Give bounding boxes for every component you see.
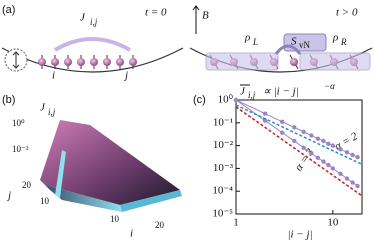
data-point	[292, 138, 297, 144]
axis-subscript: i,j	[48, 107, 56, 117]
subsystem-box	[205, 52, 279, 71]
x-tick-label: 10	[327, 217, 339, 229]
y-tick-label: 10⁻⁵	[212, 208, 233, 220]
panel-c: (c) J i,j ∝ |i − j| −α |i − j| α = 2 α =…	[193, 81, 363, 241]
data-point	[344, 150, 350, 155]
field-arrow	[192, 5, 200, 34]
title-symbol: J	[240, 86, 246, 98]
rho-subscript: R	[340, 37, 347, 47]
data-point	[350, 180, 355, 185]
y-tick-label: 10⁻³	[213, 162, 234, 174]
data-point	[309, 133, 314, 138]
y-tick-label: 10⁻²	[213, 139, 234, 151]
entropy-symbol: S	[291, 36, 297, 48]
data-point	[326, 162, 331, 168]
panel-a: (a) J i,j t = 0 i j B ρ L S vN ρ R t > 0	[1, 4, 373, 82]
data-point	[355, 154, 360, 160]
spin-arrows	[12, 51, 20, 69]
panel-label: (a)	[2, 4, 15, 16]
data-point	[330, 166, 336, 171]
surface	[40, 120, 180, 205]
time: t > 0	[336, 7, 358, 19]
fit-line	[235, 106, 363, 197]
coupling-arc	[53, 37, 132, 52]
data-point	[280, 119, 285, 125]
data-point	[344, 176, 350, 181]
data-point	[301, 145, 306, 151]
data-point	[350, 152, 355, 158]
ion	[64, 58, 72, 66]
axis-symbol: J	[40, 102, 46, 114]
y-tick-label: 10⁻⁴	[212, 185, 233, 197]
coupling-symbol: J	[80, 12, 86, 24]
ion	[116, 58, 124, 66]
panel-label: (c)	[193, 94, 206, 106]
time: t = 0	[145, 7, 167, 19]
ion-chain	[38, 55, 137, 69]
data-point	[321, 159, 326, 164]
data-point	[262, 118, 268, 123]
data-point	[315, 155, 321, 161]
side-face	[120, 190, 182, 212]
rho-subscript: L	[252, 37, 258, 47]
z-tick-label: 10⁰	[12, 118, 25, 128]
data-point	[280, 130, 285, 135]
x-tick-label: 1	[233, 217, 239, 229]
data-point	[338, 147, 343, 152]
j-tick-label: 20	[22, 180, 32, 190]
title-relation: ∝ |i − j|	[263, 86, 299, 98]
data-point	[309, 151, 314, 156]
i-tick-label: 20	[155, 220, 165, 230]
y-tick-label: 10⁰	[218, 94, 234, 106]
panel-b: (b) J i,j 10⁰ 10⁻² 20 10 j 10 20 i	[2, 94, 182, 240]
data-point	[321, 138, 326, 144]
entanglement-arc	[274, 44, 302, 55]
entropy-subscript: vN	[299, 40, 311, 50]
annotation: α = 3	[293, 146, 317, 173]
data-point	[292, 125, 297, 130]
data-point	[338, 171, 343, 176]
site-label: i	[52, 70, 55, 82]
ion	[51, 58, 59, 66]
ion	[129, 58, 137, 66]
ion	[38, 58, 46, 66]
i-axis-label: i	[130, 228, 133, 240]
fit-line	[235, 104, 363, 166]
i-tick-label: 10	[110, 214, 120, 224]
data-point	[330, 143, 336, 148]
rho-symbol: ρ	[332, 32, 338, 44]
subsystem-box	[299, 52, 371, 71]
panel-label: (b)	[2, 94, 15, 106]
y-tick-label: 10⁻¹	[213, 116, 233, 128]
data-point	[233, 97, 239, 103]
front-face	[45, 185, 122, 212]
data-point	[326, 141, 331, 146]
field-label: B	[202, 10, 209, 22]
z-tick-label: 10⁻²	[12, 144, 29, 154]
data-point	[301, 129, 306, 135]
ion	[103, 58, 111, 66]
plot-frame	[235, 99, 363, 215]
site-label: j	[123, 70, 128, 82]
x-axis-label: |i − j|	[287, 229, 312, 241]
data-point	[355, 183, 360, 189]
data-point	[262, 111, 268, 116]
coupling-subscript: i,j	[90, 17, 98, 27]
rho-symbol: ρ	[244, 32, 250, 44]
ion	[90, 58, 98, 66]
j-tick-label: 10	[40, 196, 50, 206]
annotation: α = 2	[333, 130, 360, 153]
j-axis-label: j	[6, 190, 11, 202]
ion	[77, 58, 85, 66]
title-subscript: i,j	[248, 90, 256, 100]
ion	[290, 58, 298, 66]
diagonal-bars	[55, 150, 66, 198]
data-point	[315, 136, 321, 141]
title-exponent: −α	[324, 81, 335, 91]
